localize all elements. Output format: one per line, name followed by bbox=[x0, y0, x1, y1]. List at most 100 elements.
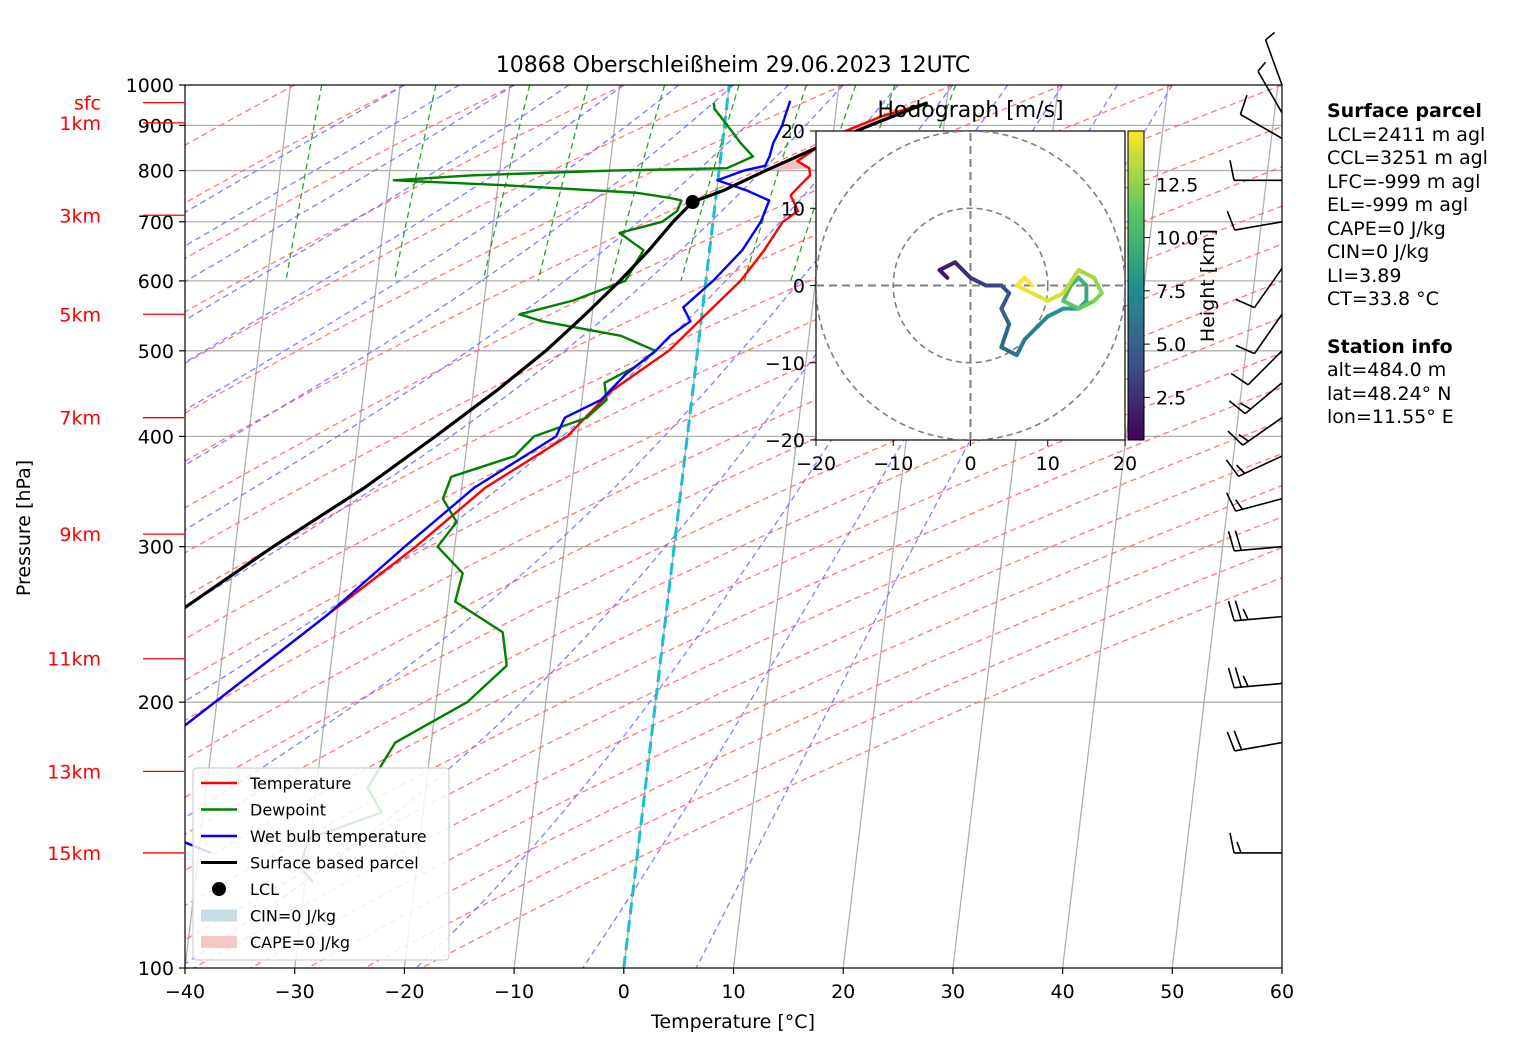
y-tick-label: 100 bbox=[138, 958, 174, 980]
height-label: 3km bbox=[59, 205, 101, 227]
dry-adiabat-line bbox=[364, 546, 1282, 968]
dry-adiabat-line bbox=[185, 280, 1282, 799]
y-tick-label: 1000 bbox=[126, 75, 174, 97]
height-label: 9km bbox=[59, 524, 101, 546]
hodograph-x-tick-label: −20 bbox=[796, 453, 836, 475]
hodograph-y-tick-label: −20 bbox=[765, 430, 805, 452]
x-tick-label: −10 bbox=[494, 981, 534, 1003]
y-tick-label: 400 bbox=[138, 426, 174, 448]
parcel-line bbox=[185, 101, 929, 610]
dry-adiabat-line bbox=[185, 85, 625, 313]
moist-adiabat-line bbox=[185, 85, 625, 364]
station-info-title: Station info bbox=[1327, 335, 1453, 358]
x-axis-label: Temperature [°C] bbox=[650, 1011, 815, 1033]
surface-line: EL=-999 m agl bbox=[1327, 194, 1469, 216]
lcl-marker bbox=[685, 195, 700, 210]
dry-adiabat-line bbox=[185, 85, 734, 365]
wind-barb bbox=[1227, 600, 1283, 622]
wind-barb bbox=[1230, 350, 1283, 386]
colorbar-tick-label: 7.5 bbox=[1156, 281, 1186, 303]
moist-adiabat-line bbox=[185, 85, 570, 321]
legend-label: CAPE=0 J/kg bbox=[250, 933, 350, 952]
hodograph-segment bbox=[999, 291, 1012, 311]
height-label: 7km bbox=[59, 408, 101, 430]
isotherm-line bbox=[513, 85, 621, 968]
wind-barb bbox=[1227, 667, 1283, 689]
x-tick-label: −30 bbox=[275, 981, 315, 1003]
height-label: 1km bbox=[59, 113, 101, 135]
x-tick-label: 0 bbox=[618, 981, 630, 1003]
surface-line: LI=3.89 bbox=[1327, 264, 1402, 287]
legend-swatch bbox=[212, 882, 226, 896]
surface-line: CCL=3251 m agl bbox=[1327, 147, 1488, 169]
legend-label: Temperature bbox=[249, 774, 351, 793]
x-tick-label: 60 bbox=[1270, 981, 1294, 1003]
hodograph-segment bbox=[1076, 268, 1097, 280]
x-tick-label: 30 bbox=[941, 981, 965, 1003]
hodograph-x-tick-label: −10 bbox=[873, 453, 913, 475]
hodograph-segment bbox=[1022, 275, 1035, 288]
y-tick-label: 300 bbox=[138, 537, 174, 559]
height-label: 11km bbox=[47, 649, 101, 671]
info-panel: Surface parcel LCL=2411 m agl CCL=3251 m… bbox=[1327, 100, 1488, 430]
hodograph-x-tick-label: 0 bbox=[964, 453, 976, 475]
wind-barb bbox=[1226, 210, 1283, 231]
mixing-ratio-line bbox=[610, 85, 666, 282]
x-tick-label: 40 bbox=[1051, 981, 1075, 1003]
wind-barb bbox=[1229, 160, 1283, 182]
dry-adiabat-line bbox=[185, 125, 1282, 640]
moist-adiabat-line bbox=[185, 85, 405, 213]
hodograph-segment bbox=[1061, 298, 1081, 311]
temperature-line bbox=[185, 101, 928, 855]
hodograph-segment bbox=[1022, 322, 1043, 342]
wind-barb bbox=[1226, 730, 1283, 752]
mixing-ratio-line bbox=[537, 85, 589, 282]
surface-line: CT=33.8 °C bbox=[1327, 288, 1439, 310]
wind-barb bbox=[1227, 417, 1283, 446]
hodograph-segment bbox=[999, 306, 1012, 327]
wind-barb bbox=[1227, 530, 1283, 552]
mixing-ratio-line bbox=[285, 85, 323, 282]
hodograph-segment bbox=[1045, 306, 1066, 319]
hodograph-segment bbox=[999, 345, 1019, 358]
hodograph-segment bbox=[1092, 275, 1104, 296]
y-axis-label: Pressure [hPa] bbox=[13, 460, 35, 596]
legend-label: Wet bulb temperature bbox=[250, 827, 427, 846]
hodograph-y-tick-label: 0 bbox=[793, 276, 805, 298]
x-tick-label: 20 bbox=[831, 981, 855, 1003]
y-tick-label: 800 bbox=[138, 161, 174, 183]
height-label: sfc bbox=[74, 93, 101, 115]
colorbar-label: Height [km] bbox=[1197, 229, 1219, 342]
surface-line: LFC=-999 m agl bbox=[1327, 170, 1481, 193]
x-tick-label: −40 bbox=[165, 981, 205, 1003]
hodograph-segment bbox=[1045, 291, 1066, 303]
surface-parcel-title: Surface parcel bbox=[1327, 100, 1482, 122]
dry-adiabat-line bbox=[185, 352, 1282, 872]
hodograph-plot bbox=[816, 131, 1125, 440]
hodograph-segment bbox=[1061, 283, 1073, 303]
height-label: 5km bbox=[59, 304, 101, 326]
wind-barb bbox=[1257, 61, 1283, 114]
wind-barb bbox=[1235, 313, 1283, 355]
colorbar-tick-label: 12.5 bbox=[1156, 174, 1198, 196]
wet-bulb-line bbox=[185, 100, 792, 855]
surface-line: LCL=2411 m agl bbox=[1327, 123, 1486, 146]
x-tick-label: 10 bbox=[721, 981, 745, 1003]
dry-adiabat-line bbox=[307, 516, 1282, 968]
dewpoint-line bbox=[299, 102, 755, 884]
wind-barb bbox=[1228, 382, 1283, 415]
hodograph-segment bbox=[1061, 268, 1081, 296]
mixing-ratio-line bbox=[743, 85, 808, 282]
hodograph-segment bbox=[1014, 337, 1027, 358]
moist-adiabat-line bbox=[185, 85, 954, 819]
station-line: alt=484.0 m bbox=[1327, 359, 1447, 381]
height-label: 15km bbox=[47, 843, 101, 865]
wind-barb bbox=[1225, 455, 1283, 478]
wind-barb bbox=[1235, 267, 1283, 309]
y-tick-label: 600 bbox=[138, 271, 174, 293]
dry-adiabat-line bbox=[185, 85, 844, 414]
moist-adiabat-line bbox=[185, 85, 680, 411]
dry-adiabat-line bbox=[185, 85, 405, 204]
dry-adiabat-line bbox=[193, 452, 1282, 968]
